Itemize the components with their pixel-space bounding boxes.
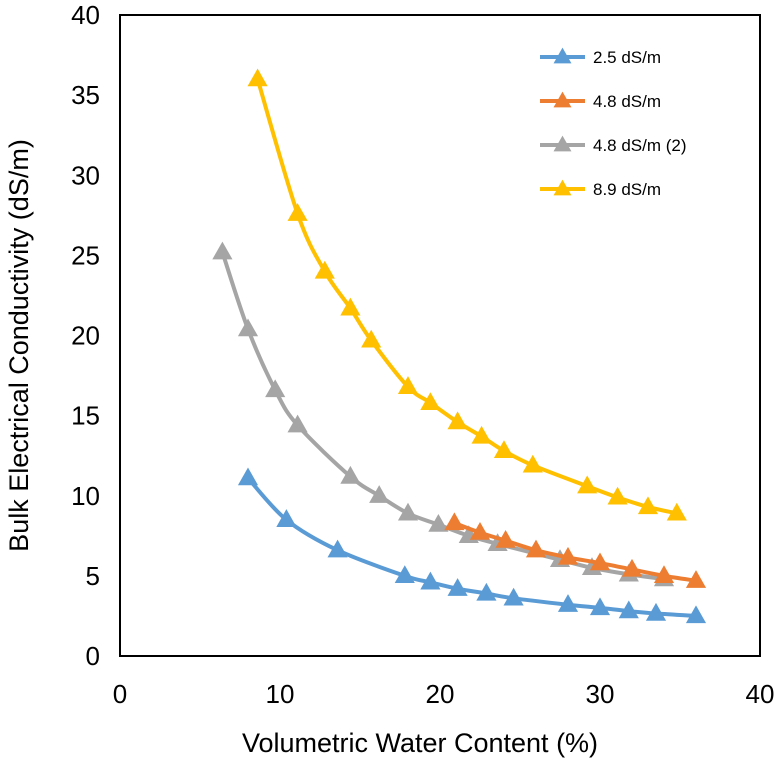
data-point	[247, 68, 268, 87]
plot-frame	[119, 14, 761, 657]
data-point	[653, 565, 675, 584]
data-point	[525, 539, 547, 558]
data-point	[685, 570, 707, 588]
data-point	[589, 597, 611, 616]
data-point	[577, 475, 598, 494]
data-point	[265, 379, 286, 398]
data-point	[607, 486, 628, 505]
data-point	[447, 578, 468, 596]
data-point	[212, 241, 233, 260]
data-point	[621, 558, 643, 577]
y-axis-ticks: 0 5 10 15 20 25 30 35 40	[71, 0, 100, 671]
data-point	[471, 425, 492, 444]
legend: 2.5 dS/m 4.8 dS/m 4.8 dS/m (2) 8.9 dS/m	[540, 47, 687, 199]
data-point	[645, 602, 667, 621]
data-point	[557, 546, 579, 565]
x-tick-label: 30	[586, 679, 615, 709]
data-point	[495, 530, 516, 548]
x-tick-label: 20	[426, 679, 455, 709]
y-tick-label: 5	[86, 561, 100, 591]
data-point	[369, 485, 390, 503]
data-point	[340, 465, 361, 484]
x-tick-label: 40	[746, 679, 775, 709]
data-point	[493, 440, 515, 459]
series-4-8-ds-m	[444, 512, 707, 588]
x-axis-title: Volumetric Water Content (%)	[242, 728, 598, 758]
legend-marker	[553, 135, 572, 152]
series-line	[246, 476, 698, 618]
data-point	[447, 411, 468, 430]
data-point	[685, 605, 707, 624]
data-point	[237, 318, 259, 337]
legend-item: 8.9 dS/m	[540, 179, 661, 199]
legend-marker	[553, 91, 572, 108]
legend-item: 4.8 dS/m	[540, 91, 661, 111]
y-axis-title: Bulk Electrical Conductivity (dS/m)	[4, 139, 34, 552]
data-point	[666, 502, 687, 521]
data-point	[557, 594, 579, 612]
series-line	[452, 520, 698, 583]
data-point	[327, 539, 348, 558]
data-point	[637, 496, 659, 515]
data-point	[503, 587, 524, 606]
data-point	[237, 467, 259, 486]
y-tick-label: 20	[71, 321, 100, 351]
legend-item: 4.8 dS/m (2)	[540, 135, 687, 155]
x-tick-label: 0	[113, 679, 127, 709]
data-point	[397, 376, 419, 394]
x-tick-label: 10	[266, 679, 295, 709]
data-point	[476, 582, 497, 601]
data-point	[276, 509, 297, 527]
y-tick-label: 0	[86, 641, 100, 671]
data-point	[361, 329, 382, 348]
y-tick-label: 25	[71, 240, 100, 270]
legend-label: 2.5 dS/m	[593, 48, 661, 67]
data-point	[618, 600, 639, 619]
y-tick-label: 30	[71, 160, 100, 190]
data-point	[522, 454, 543, 473]
data-point	[469, 522, 491, 540]
data-point	[340, 297, 361, 316]
legend-item: 2.5 dS/m	[540, 47, 661, 67]
series-2-5-ds-m	[237, 467, 707, 624]
data-point	[287, 203, 308, 221]
data-point	[444, 512, 465, 531]
data-point	[589, 552, 611, 571]
data-point	[287, 414, 308, 433]
data-point	[397, 502, 419, 521]
data-point	[420, 571, 441, 590]
series-8-9-ds-m	[247, 68, 687, 521]
data-point	[581, 557, 603, 576]
legend-label: 8.9 dS/m	[593, 180, 661, 199]
y-tick-label: 35	[71, 80, 100, 110]
data-point	[428, 513, 449, 532]
x-axis-ticks: 0 10 20 30 40	[113, 679, 775, 709]
legend-marker	[553, 179, 572, 196]
data-point	[420, 392, 441, 410]
legend-label: 4.8 dS/m (2)	[593, 136, 687, 155]
data-point	[314, 260, 335, 279]
y-tick-label: 15	[71, 401, 100, 431]
legend-marker	[553, 47, 572, 64]
y-tick-label: 40	[71, 0, 100, 30]
legend-label: 4.8 dS/m	[593, 92, 661, 111]
y-tick-label: 10	[71, 481, 100, 511]
data-point	[394, 565, 415, 584]
